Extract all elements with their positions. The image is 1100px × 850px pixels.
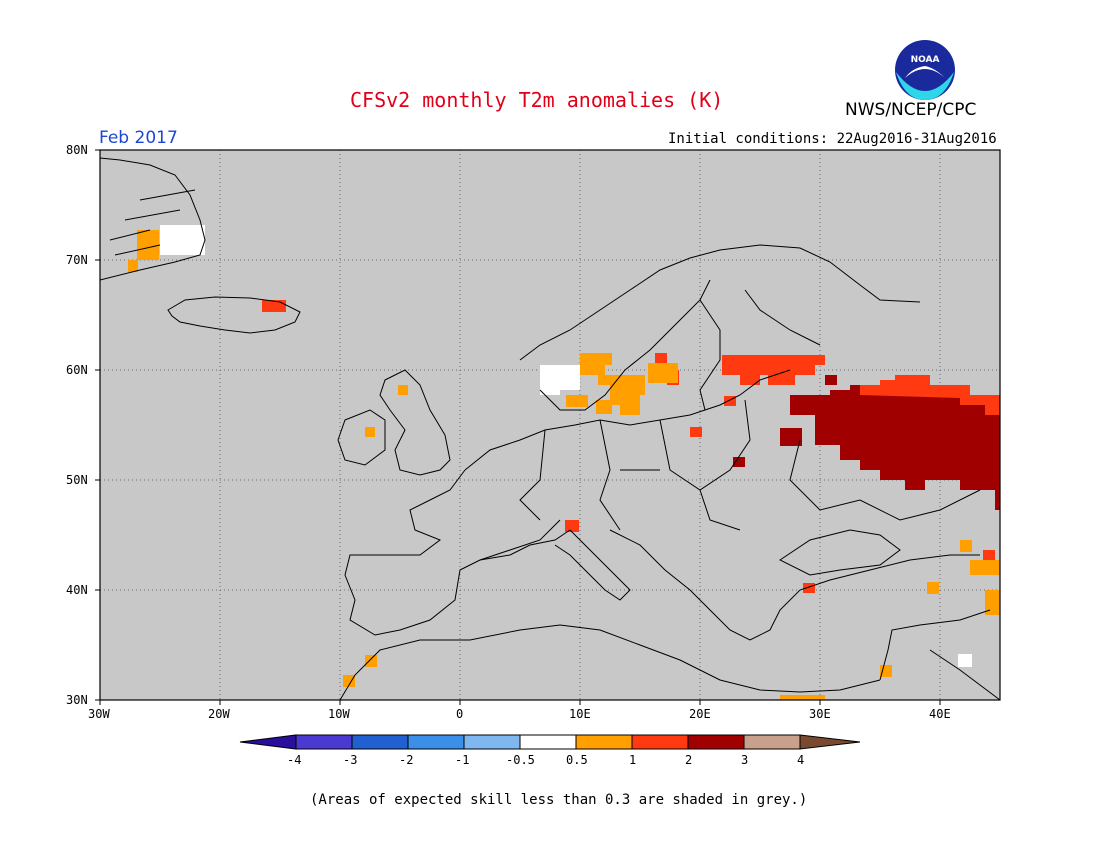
lat-label: 40N	[66, 583, 88, 597]
valid-month: Feb 2017	[99, 128, 178, 148]
lat-label: 80N	[66, 143, 88, 157]
lon-label: 10E	[569, 707, 591, 721]
anomaly-cells	[128, 225, 1000, 700]
agency-label: NWS/NCEP/CPC	[845, 100, 977, 120]
lon-label: 0	[456, 707, 464, 721]
colorbar-label: -2	[399, 753, 414, 767]
warm-anomaly-region-strong	[790, 385, 1000, 510]
colorbar-label: -3	[343, 753, 358, 767]
skill-footnote: (Areas of expected skill less than 0.3 a…	[310, 792, 808, 808]
coastlines	[99, 157, 1001, 701]
noaa-logo-text: NOAA	[911, 55, 940, 65]
colorbar-label: 0.5	[566, 753, 588, 767]
colorbar-label: -0.5	[506, 753, 535, 767]
axis-ticks	[95, 149, 941, 705]
lon-label: 20W	[208, 707, 230, 721]
noaa-logo: NOAA	[895, 40, 955, 100]
map-title: CFSv2 monthly T2m anomalies (K)	[350, 88, 724, 112]
colorbar-label: -1	[455, 753, 470, 767]
lon-label: 10W	[328, 707, 350, 721]
colorbar	[239, 734, 861, 750]
colorbar-label: 1	[629, 753, 637, 767]
lon-label: 30E	[809, 707, 831, 721]
initial-conditions: Initial conditions: 22Aug2016-31Aug2016	[668, 131, 997, 147]
colorbar-label: -4	[287, 753, 302, 767]
lon-label: 20E	[689, 707, 711, 721]
lat-label: 60N	[66, 363, 88, 377]
lon-label: 40E	[929, 707, 951, 721]
lat-label: 50N	[66, 473, 88, 487]
colorbar-label: 3	[741, 753, 749, 767]
lat-label: 30N	[66, 693, 88, 707]
lat-label: 70N	[66, 253, 88, 267]
lon-label: 30W	[88, 707, 110, 721]
map-frame	[99, 149, 1001, 701]
colorbar-label: 2	[685, 753, 693, 767]
colorbar-label: 4	[797, 753, 805, 767]
